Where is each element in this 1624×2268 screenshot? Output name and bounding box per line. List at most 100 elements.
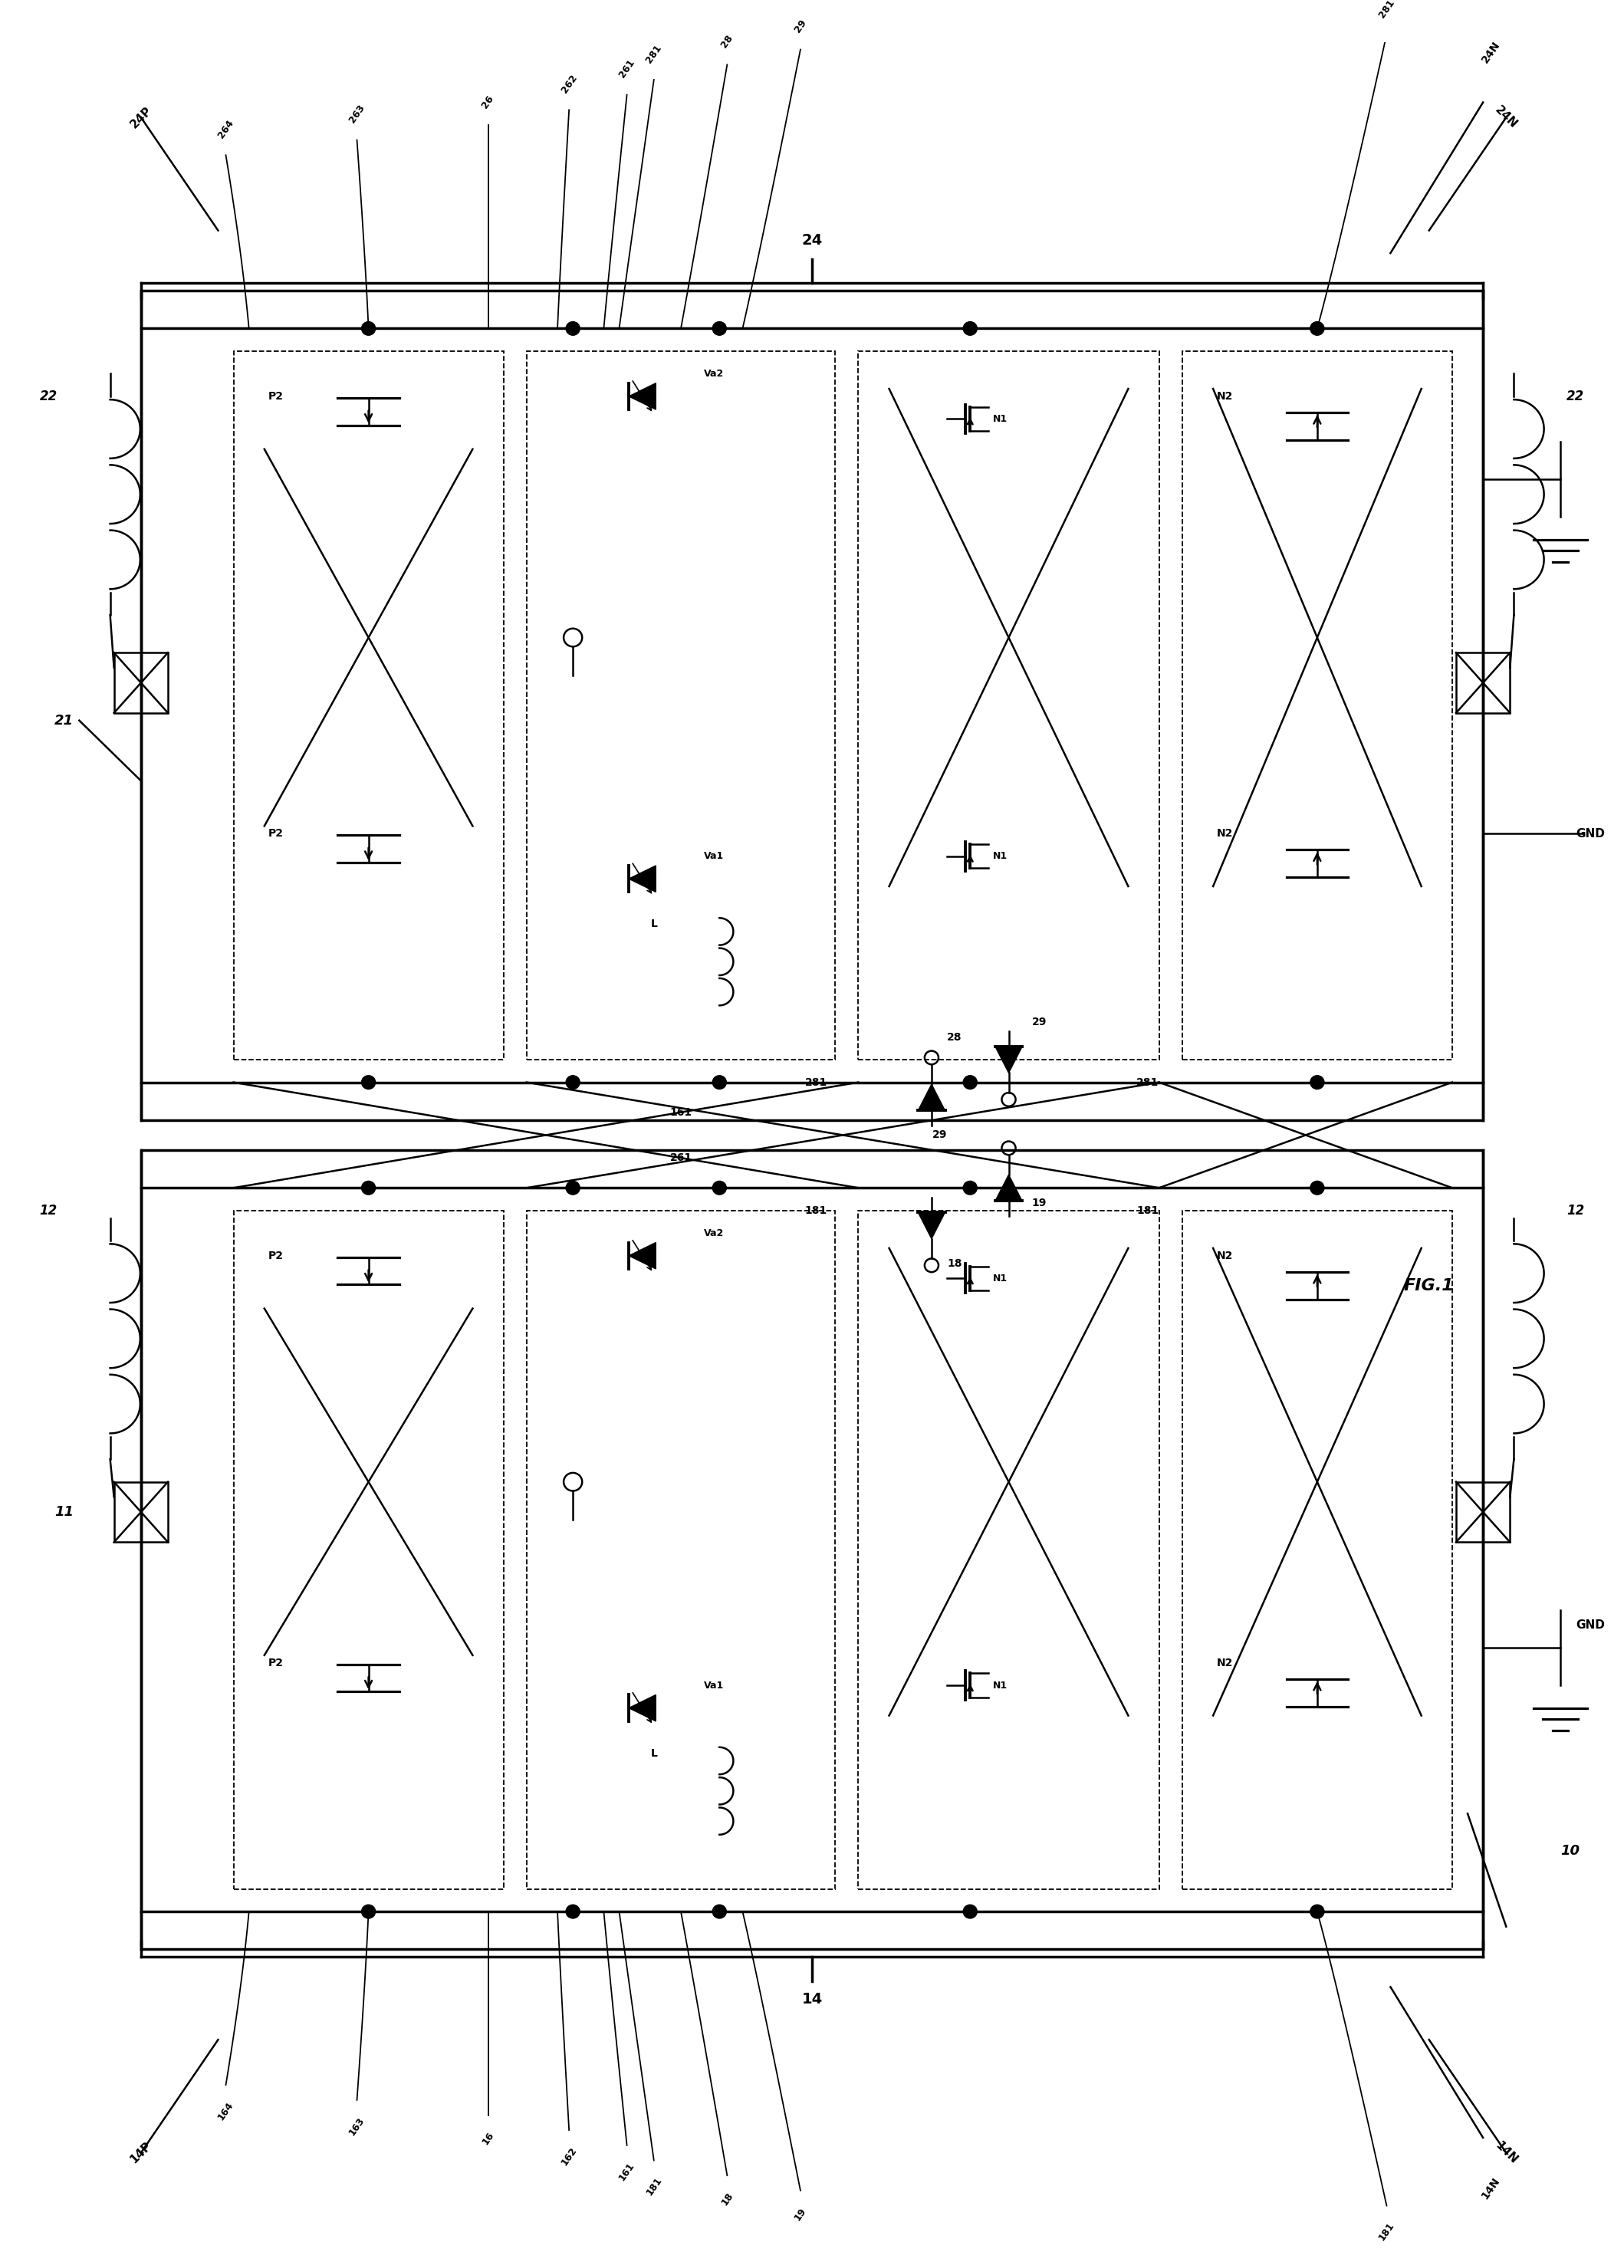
Circle shape xyxy=(713,1905,726,1919)
Circle shape xyxy=(565,1075,580,1089)
Circle shape xyxy=(1311,1182,1324,1195)
Text: 261: 261 xyxy=(669,1152,692,1163)
Bar xyxy=(1182,352,1452,1059)
Text: Va2: Va2 xyxy=(705,1227,724,1238)
Text: 281: 281 xyxy=(1377,0,1397,20)
Text: N2: N2 xyxy=(1216,1658,1233,1669)
Circle shape xyxy=(963,1905,978,1919)
Circle shape xyxy=(1311,1905,1324,1919)
Text: 164: 164 xyxy=(216,2100,235,2123)
Text: P2: P2 xyxy=(268,1658,284,1669)
Text: L: L xyxy=(651,1749,658,1758)
Text: 281: 281 xyxy=(645,43,664,64)
Circle shape xyxy=(1311,1075,1324,1089)
Polygon shape xyxy=(628,866,656,891)
Text: 261: 261 xyxy=(617,57,637,79)
Polygon shape xyxy=(996,1046,1021,1073)
Circle shape xyxy=(963,322,978,336)
Circle shape xyxy=(362,1905,375,1919)
Text: FIG.1: FIG.1 xyxy=(1403,1279,1453,1293)
Text: 28: 28 xyxy=(947,1032,961,1043)
Bar xyxy=(857,1211,1160,1889)
Text: 161: 161 xyxy=(669,1107,692,1118)
Text: N2: N2 xyxy=(1216,390,1233,401)
Text: 14N: 14N xyxy=(1492,2139,1520,2166)
Text: N2: N2 xyxy=(1216,828,1233,839)
Bar xyxy=(1457,1481,1510,1542)
Text: 29: 29 xyxy=(932,1129,947,1141)
Circle shape xyxy=(713,1182,726,1195)
Bar xyxy=(141,1150,1483,1948)
Text: 281: 281 xyxy=(804,1077,827,1089)
Polygon shape xyxy=(996,1175,1021,1202)
Text: 181: 181 xyxy=(804,1204,827,1216)
Text: N1: N1 xyxy=(992,850,1007,862)
Text: 29: 29 xyxy=(793,18,809,34)
Text: 14N: 14N xyxy=(1479,2175,1502,2202)
Text: 162: 162 xyxy=(559,2146,578,2168)
Bar xyxy=(526,352,835,1059)
Text: 12: 12 xyxy=(39,1204,57,1218)
Text: GND: GND xyxy=(1575,1619,1605,1631)
Text: 14P: 14P xyxy=(128,2141,154,2166)
Text: 18: 18 xyxy=(719,2191,736,2207)
Text: 181: 181 xyxy=(1137,1204,1160,1216)
Text: 19: 19 xyxy=(793,2204,809,2223)
Circle shape xyxy=(362,1182,375,1195)
Text: L: L xyxy=(651,919,658,930)
Bar xyxy=(234,352,503,1059)
Bar xyxy=(526,1211,835,1889)
Text: 163: 163 xyxy=(348,2116,367,2136)
Bar xyxy=(114,1481,167,1542)
Text: 281: 281 xyxy=(1137,1077,1160,1089)
Circle shape xyxy=(362,322,375,336)
Text: 24: 24 xyxy=(802,234,822,247)
Text: 22: 22 xyxy=(39,390,57,404)
Circle shape xyxy=(963,1075,978,1089)
Text: 18: 18 xyxy=(947,1259,961,1268)
Text: 22: 22 xyxy=(1567,390,1585,404)
Circle shape xyxy=(963,1182,978,1195)
Text: P2: P2 xyxy=(268,390,284,401)
Bar xyxy=(1182,1211,1452,1889)
Text: 24P: 24P xyxy=(128,104,154,129)
Circle shape xyxy=(565,1905,580,1919)
Text: 264: 264 xyxy=(216,118,235,141)
Text: 16: 16 xyxy=(481,2130,495,2148)
Bar xyxy=(857,352,1160,1059)
Text: P2: P2 xyxy=(268,1250,284,1261)
Bar xyxy=(114,653,167,712)
Text: N1: N1 xyxy=(992,1272,1007,1284)
Text: N1: N1 xyxy=(992,415,1007,424)
Text: 28: 28 xyxy=(719,34,736,50)
Text: 10: 10 xyxy=(1561,1844,1579,1857)
Text: P2: P2 xyxy=(268,828,284,839)
Circle shape xyxy=(565,1182,580,1195)
Text: 19: 19 xyxy=(1031,1198,1047,1209)
Text: 21: 21 xyxy=(54,714,73,728)
Polygon shape xyxy=(918,1084,945,1111)
Text: 29: 29 xyxy=(1031,1016,1047,1027)
Text: 181: 181 xyxy=(1377,2220,1397,2243)
Text: 161: 161 xyxy=(617,2161,637,2182)
Text: 14: 14 xyxy=(802,1991,822,2007)
Circle shape xyxy=(1311,322,1324,336)
Bar xyxy=(141,290,1483,1120)
Circle shape xyxy=(713,1075,726,1089)
Bar xyxy=(1457,653,1510,712)
Circle shape xyxy=(362,1075,375,1089)
Polygon shape xyxy=(628,1243,656,1268)
Text: GND: GND xyxy=(1575,828,1605,839)
Text: 181: 181 xyxy=(645,2175,664,2198)
Circle shape xyxy=(565,322,580,336)
Bar xyxy=(234,1211,503,1889)
Text: Va2: Va2 xyxy=(705,370,724,379)
Text: 11: 11 xyxy=(54,1506,73,1520)
Text: N2: N2 xyxy=(1216,1250,1233,1261)
Text: 263: 263 xyxy=(348,102,367,125)
Text: 26: 26 xyxy=(481,93,495,109)
Polygon shape xyxy=(918,1213,945,1238)
Polygon shape xyxy=(628,1694,656,1721)
Text: 12: 12 xyxy=(1567,1204,1585,1218)
Text: 262: 262 xyxy=(559,73,578,95)
